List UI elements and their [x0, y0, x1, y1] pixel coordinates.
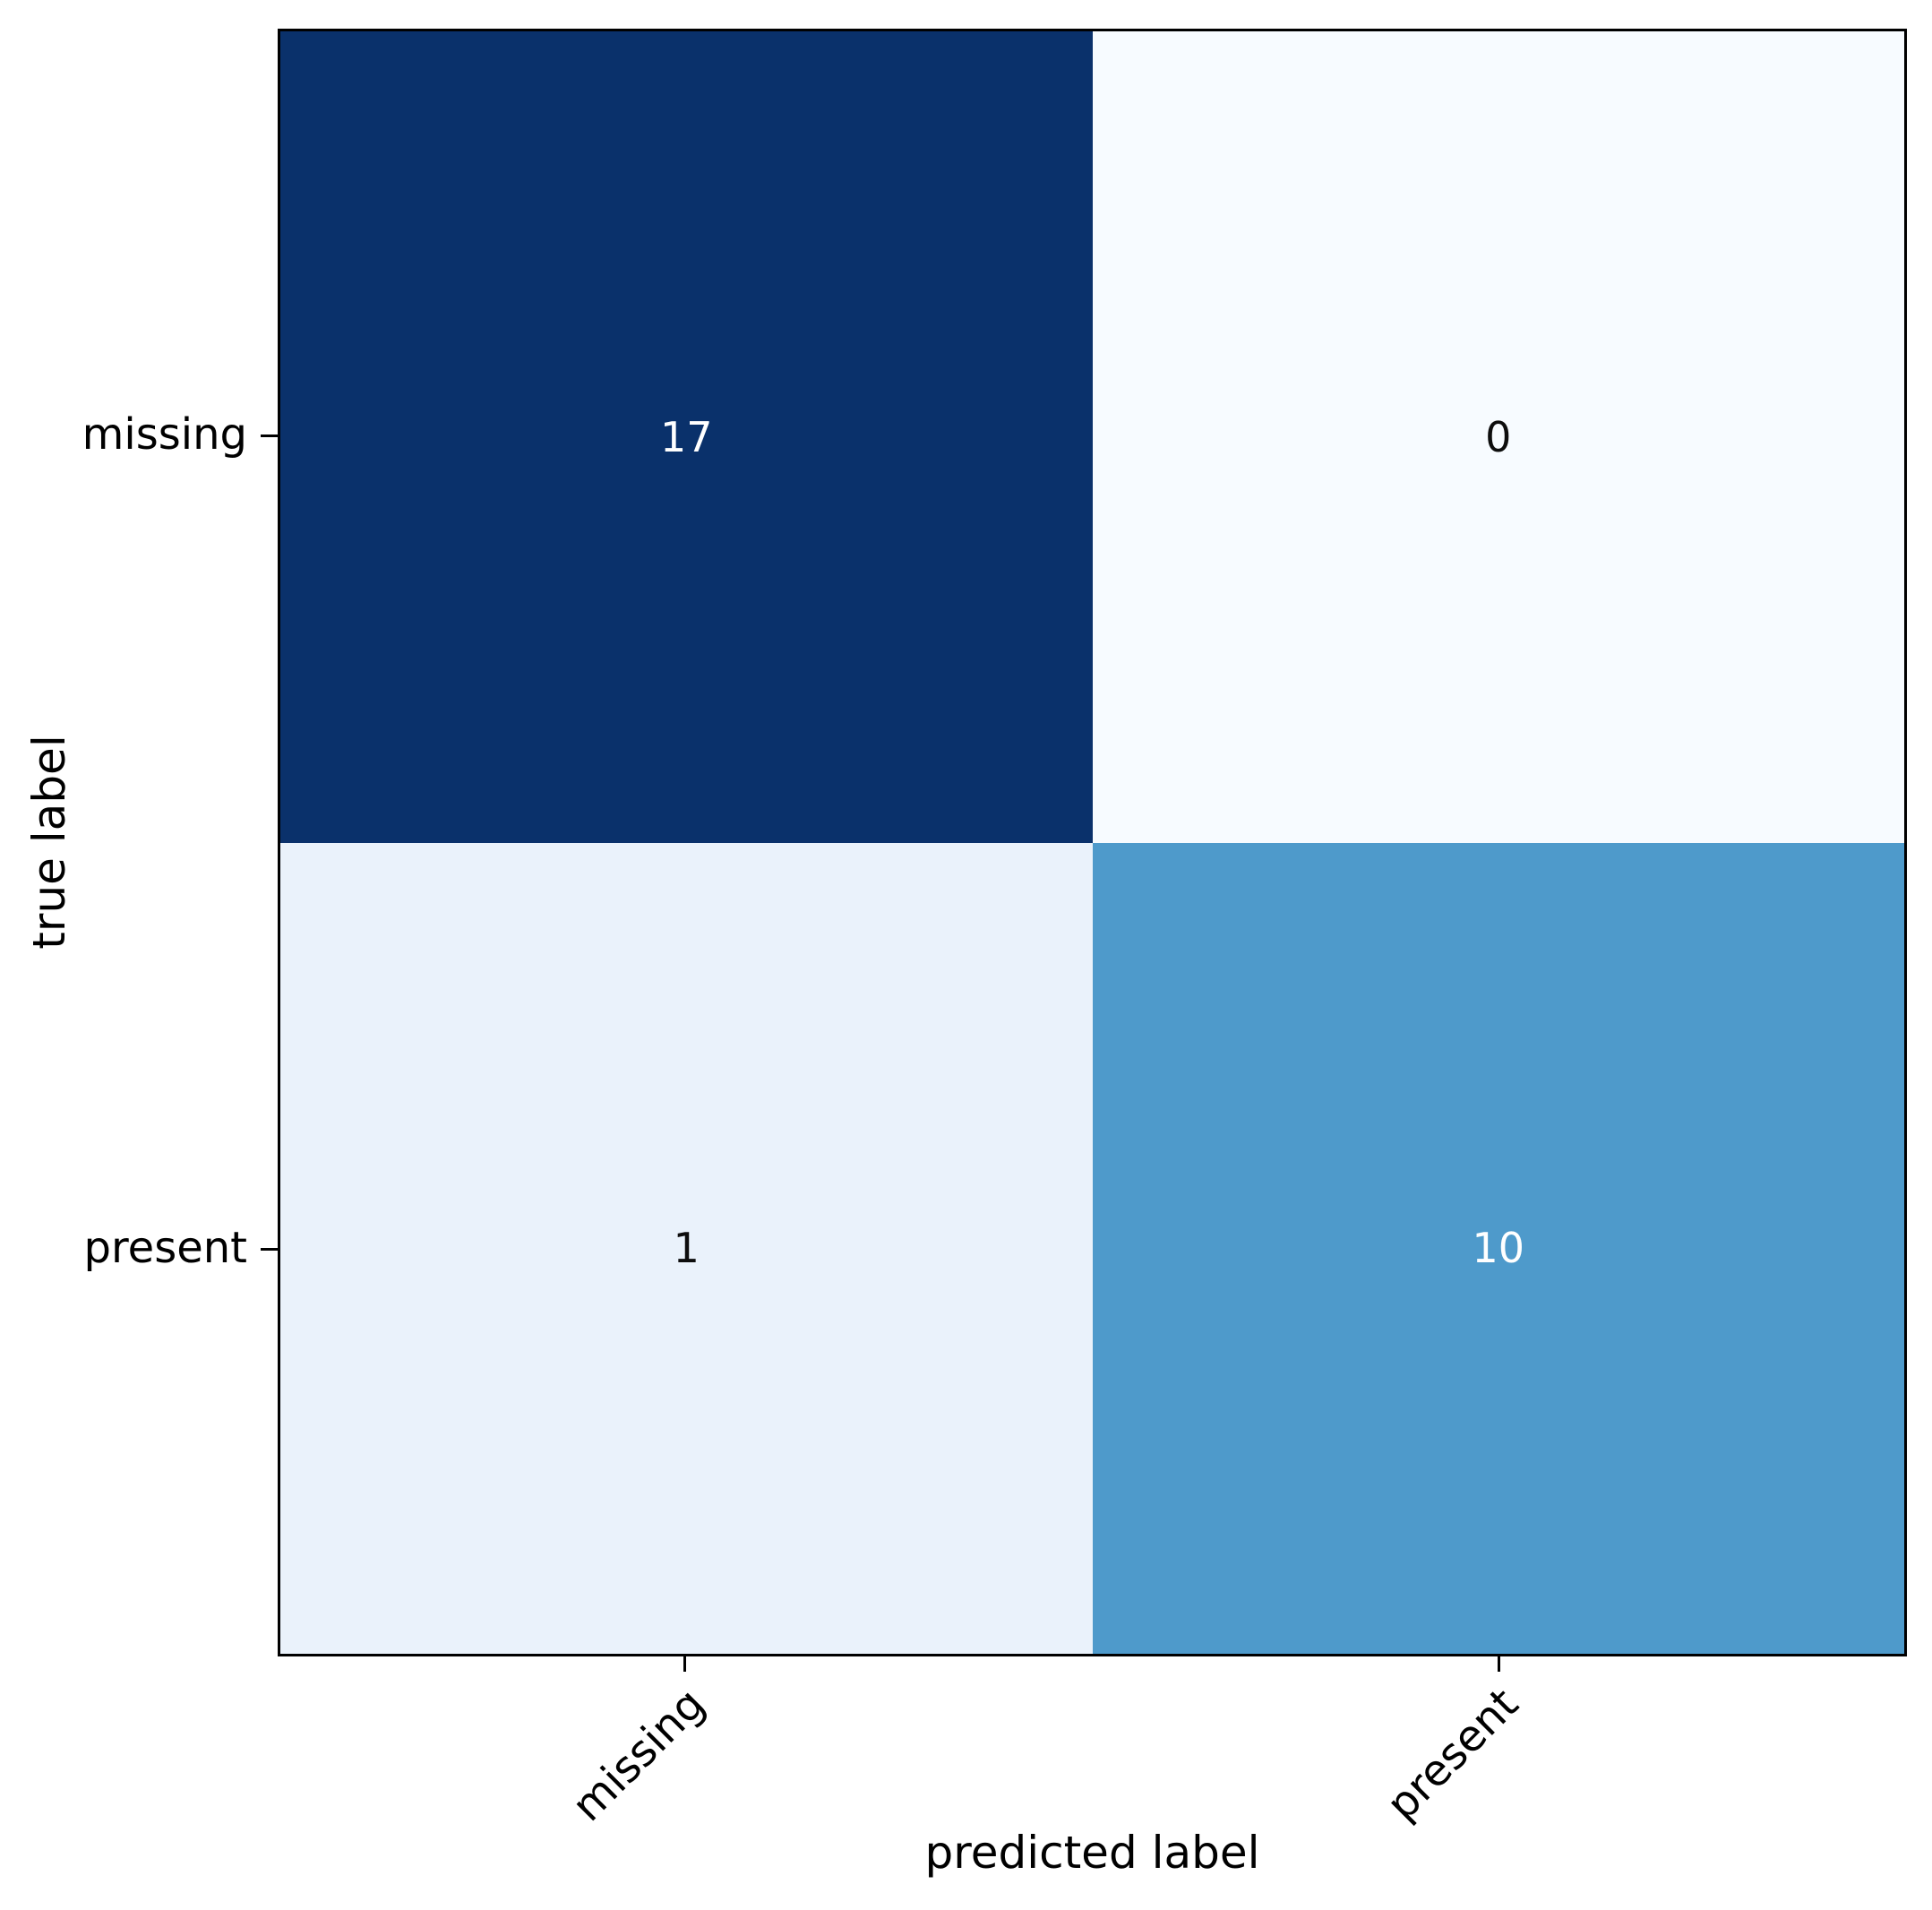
x-tick-label-present: present	[1376, 1679, 1528, 1830]
x-tick-mark-missing	[683, 1655, 686, 1672]
heatmap-cell-missing-present: 0	[1092, 31, 1904, 843]
heatmap-plot: 17 0 1 10	[278, 29, 1907, 1656]
cell-value: 1	[673, 1224, 700, 1273]
y-tick-label-present: present	[83, 1223, 247, 1274]
x-axis-label: predicted label	[924, 1827, 1260, 1879]
cell-value: 0	[1485, 412, 1512, 461]
heatmap-cell-present-present: 10	[1092, 842, 1904, 1654]
cell-value: 10	[1472, 1224, 1525, 1273]
heatmap-cell-missing-missing: 17	[280, 31, 1093, 843]
y-tick-label-missing: missing	[82, 409, 247, 460]
y-axis-label: true label	[23, 735, 75, 950]
y-tick-mark-missing	[261, 434, 278, 437]
y-tick-mark-present	[261, 1248, 278, 1251]
heatmap-cell-present-missing: 1	[280, 842, 1093, 1654]
x-tick-mark-present	[1498, 1655, 1500, 1672]
x-tick-label-missing: missing	[562, 1679, 715, 1831]
cell-value: 17	[659, 412, 713, 461]
